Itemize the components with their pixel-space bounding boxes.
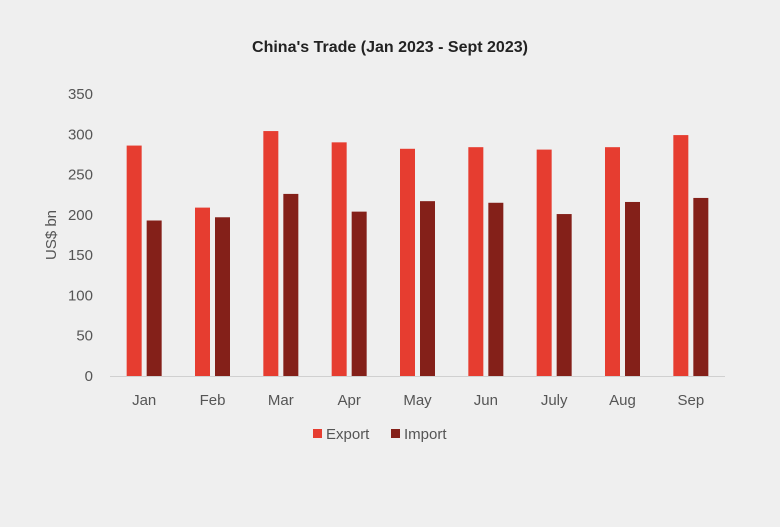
legend: Export Import bbox=[313, 426, 447, 443]
y-axis-label: US$ bn bbox=[43, 210, 60, 260]
x-axis-ticks: Jan Feb Mar Apr May Jun July Aug Sep bbox=[132, 392, 704, 409]
bar-export-jun bbox=[468, 147, 484, 376]
x-tick-label: Aug bbox=[609, 392, 636, 409]
bar-import-jan bbox=[146, 220, 162, 376]
bar-export-mar bbox=[263, 131, 279, 376]
bar-export-apr bbox=[331, 142, 347, 376]
y-axis-ticks: 0 50 100 150 200 250 300 350 bbox=[68, 86, 93, 385]
y-tick-label: 350 bbox=[68, 86, 93, 103]
y-tick-label: 200 bbox=[68, 207, 93, 224]
y-tick-label: 0 bbox=[85, 368, 93, 385]
x-tick-label: Feb bbox=[200, 392, 226, 409]
chart-title: China's Trade (Jan 2023 - Sept 2023) bbox=[252, 39, 528, 56]
y-tick-label: 100 bbox=[68, 287, 93, 304]
bar-import-sep bbox=[693, 197, 709, 376]
bar-export-aug bbox=[605, 147, 620, 376]
x-tick-label: July bbox=[541, 392, 568, 409]
x-tick-label: Mar bbox=[268, 392, 294, 409]
bars-group bbox=[126, 131, 709, 376]
y-tick-label: 150 bbox=[68, 247, 93, 264]
legend-label-export: Export bbox=[326, 426, 370, 443]
bar-export-jan bbox=[126, 145, 142, 376]
y-tick-label: 300 bbox=[68, 126, 93, 143]
bar-import-feb bbox=[215, 217, 230, 376]
legend-swatch-export bbox=[313, 429, 322, 438]
y-tick-label: 250 bbox=[68, 167, 93, 184]
bar-export-feb bbox=[195, 207, 210, 376]
x-tick-label: Sep bbox=[677, 392, 704, 409]
bar-export-july bbox=[536, 149, 552, 376]
bar-import-july bbox=[556, 214, 572, 376]
bar-import-aug bbox=[625, 201, 640, 376]
bar-import-apr bbox=[351, 211, 367, 376]
legend-swatch-import bbox=[391, 429, 400, 438]
legend-label-import: Import bbox=[404, 426, 447, 443]
bar-export-sep bbox=[673, 135, 689, 376]
x-tick-label: Apr bbox=[337, 392, 360, 409]
x-tick-label: May bbox=[403, 392, 432, 409]
bar-import-may bbox=[420, 201, 435, 376]
y-tick-label: 50 bbox=[76, 328, 93, 345]
bar-export-may bbox=[400, 148, 415, 376]
x-tick-label: Jun bbox=[474, 392, 498, 409]
bar-import-mar bbox=[283, 193, 299, 376]
x-tick-label: Jan bbox=[132, 392, 156, 409]
bar-import-jun bbox=[488, 202, 504, 376]
